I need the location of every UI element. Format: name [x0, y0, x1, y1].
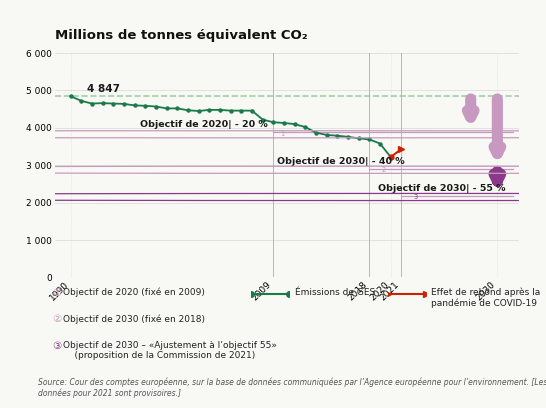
Text: Objectif de 2020| - 20 %: Objectif de 2020| - 20 % [140, 120, 268, 129]
Text: Objectif de 2030 (fixé en 2018): Objectif de 2030 (fixé en 2018) [63, 314, 205, 324]
Text: ③: ③ [53, 341, 62, 351]
Text: Millions de tonnes équivalent CO₂: Millions de tonnes équivalent CO₂ [55, 29, 307, 42]
Text: Émissions de GES: Émissions de GES [295, 288, 375, 297]
Text: Objectif de 2020 (fixé en 2009): Objectif de 2020 (fixé en 2009) [63, 288, 205, 297]
Text: ②: ② [53, 314, 62, 324]
Text: 2: 2 [381, 167, 385, 173]
Text: Objectif de 2030| - 40 %: Objectif de 2030| - 40 % [276, 157, 404, 166]
Text: Objectif de 2030 – «Ajustement à l’objectif 55»
    (proposition de la Commissio: Objectif de 2030 – «Ajustement à l’objec… [63, 341, 277, 360]
Text: ①: ① [53, 288, 62, 298]
Text: 1: 1 [280, 131, 284, 137]
Text: Objectif de 2030| - 55 %: Objectif de 2030| - 55 % [378, 184, 506, 193]
Text: 4 847: 4 847 [87, 84, 120, 94]
Text: Effet de rebond après la
pandémie de COVID-19: Effet de rebond après la pandémie de COV… [431, 288, 541, 308]
Text: 3: 3 [413, 194, 417, 200]
Text: Source: Cour des comptes européenne, sur la base de données communiquées par l’A: Source: Cour des comptes européenne, sur… [38, 377, 546, 398]
